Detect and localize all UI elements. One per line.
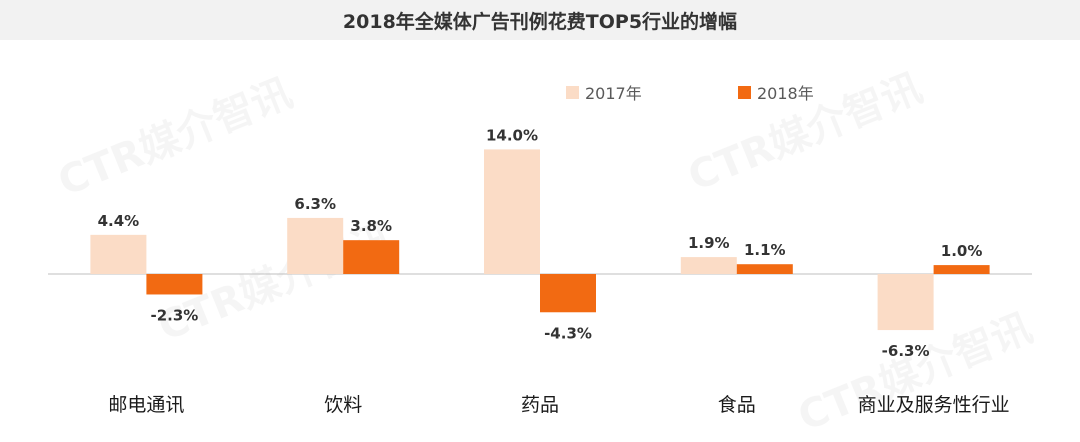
category-label: 邮电通讯	[108, 394, 184, 416]
legend-swatch-2017	[566, 86, 579, 99]
bar-2018	[933, 265, 990, 274]
legend-label-2017: 2017年	[585, 84, 642, 103]
data-label: 1.1%	[744, 241, 786, 259]
bar-2017	[680, 257, 737, 274]
bar-2018	[146, 274, 203, 295]
bar-2017	[877, 274, 934, 331]
title-bar: 2018年全媒体广告刊例花费TOP5行业的增幅	[0, 0, 1080, 40]
bar-2017	[287, 217, 344, 274]
bar-2017	[90, 234, 147, 274]
category-label: 药品	[521, 394, 559, 416]
bar-2017	[484, 149, 540, 274]
category-label: 食品	[718, 394, 756, 416]
legend-swatch-2018	[738, 86, 751, 99]
chart-title: 2018年全媒体广告刊例花费TOP5行业的增幅	[342, 10, 738, 33]
bar-2018	[540, 274, 596, 313]
data-label: -6.3%	[882, 342, 930, 360]
category-label: 商业及服务性行业	[858, 394, 1010, 416]
bar-2018	[343, 240, 400, 274]
category-label: 饮料	[324, 394, 362, 416]
data-label: 3.8%	[350, 217, 392, 235]
data-label: 4.4%	[98, 212, 140, 230]
data-label: 14.0%	[486, 126, 538, 144]
data-label: -4.3%	[544, 324, 592, 342]
data-label: 1.0%	[941, 242, 983, 260]
bar-2018	[736, 264, 793, 274]
data-label: 6.3%	[294, 195, 336, 213]
data-label: 1.9%	[688, 234, 730, 252]
data-label: -2.3%	[150, 306, 198, 324]
legend-label-2018: 2018年	[757, 84, 814, 103]
